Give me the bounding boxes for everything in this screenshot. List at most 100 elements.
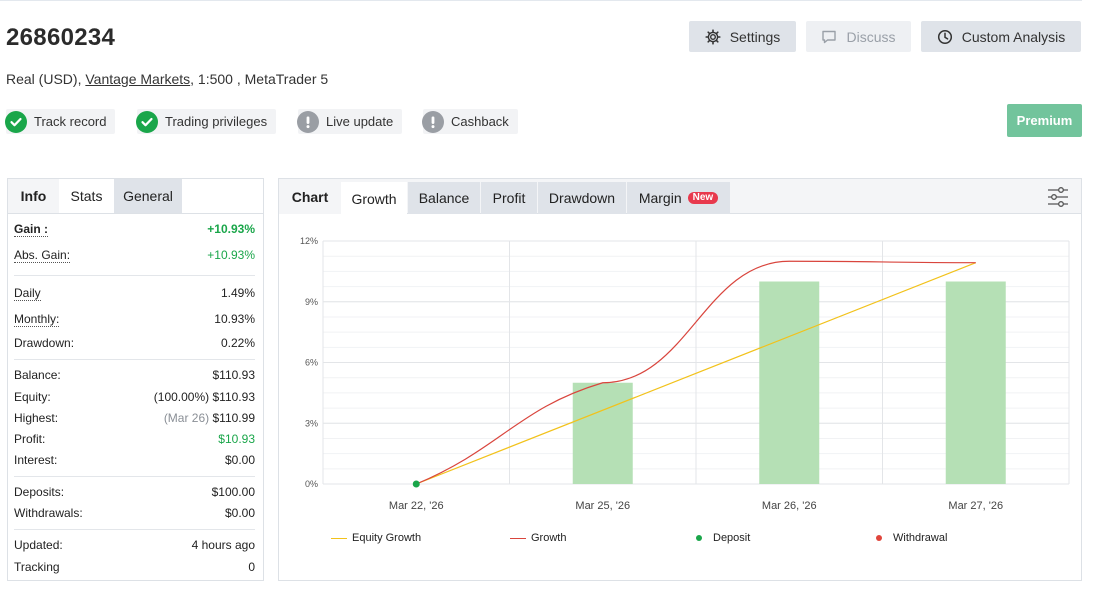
tab-stats[interactable]: Stats [59,179,114,213]
legend-equity-growth[interactable]: Equity Growth [331,532,421,544]
y-tick-label: 0% [305,479,318,489]
tab-growth[interactable]: Growth [341,182,407,215]
badge-label: Cashback [451,114,509,129]
stat-label[interactable]: Daily [14,286,41,301]
growth-bar [572,382,633,484]
settings-button-label: Settings [729,28,781,45]
divider [14,275,255,276]
growth-bar [759,281,820,484]
tab-balance[interactable]: Balance [408,182,480,214]
y-tick-label: 6% [305,358,318,368]
tab-chart[interactable]: Chart [279,179,341,214]
stat-value: (Mar 26) $110.99 [164,411,255,425]
tab-drawdown[interactable]: Drawdown [538,182,626,214]
legend-swatch [696,535,702,541]
x-tick-label: Mar 25, '26 [575,500,630,512]
sliders-filter-icon[interactable] [1046,185,1070,209]
stat-row-profit: Profit: $10.93 [14,432,255,446]
premium-button[interactable]: Premium [1007,104,1082,137]
equity-percent: (100.00%) [153,390,210,404]
stat-row-abs-gain: Abs. Gain: +10.93% [14,248,255,263]
y-tick-label: 9% [305,297,318,307]
stat-row-drawdown: Drawdown: 0.22% [14,336,255,350]
chart-tabs: Chart Growth Balance Profit Drawdown Mar… [279,179,1081,215]
stat-row-highest: Highest: (Mar 26) $110.99 [14,411,255,425]
growth-curve-line [416,260,976,485]
y-tick-label: 3% [305,418,318,428]
stat-value: (100.00%) $110.93 [154,390,255,404]
stat-label: Profit: [14,432,46,446]
legend-label: Growth [531,532,567,544]
stat-row-deposits: Deposits: $100.00 [14,485,255,499]
stat-value: $100.00 [211,485,255,499]
stat-value: 0.22% [220,336,255,350]
badge-cashback[interactable]: Cashback [422,109,518,134]
stat-label[interactable]: Gain : [14,222,49,237]
badge-track-record[interactable]: Track record [5,109,116,134]
settings-button[interactable]: Settings [689,21,796,52]
x-tick-label: Mar 27, '26 [948,500,1003,512]
stat-row-updated: Updated: 4 hours ago [14,538,255,552]
stat-row-balance: Balance: $110.93 [14,368,255,382]
stat-value: $110.93 [212,368,256,382]
check-circle-icon [5,110,27,133]
stat-row-daily: Daily 1.49% [14,286,255,301]
badge-trading-privileges[interactable]: Trading privileges [136,109,277,134]
stats-panel: Info Stats General Gain : +10.93% Abs. G… [7,178,264,581]
tab-general[interactable]: General [114,179,182,213]
account-type-prefix: Real (USD), [6,71,82,87]
y-tick-label: 12% [300,236,318,246]
account-type-suffix: , 1:500 , MetaTrader 5 [190,71,329,87]
legend-withdrawal[interactable]: Withdrawal [874,532,947,544]
new-badge: New [687,192,719,204]
stats-tabs: Info Stats General [8,179,263,214]
highest-amount: $110.99 [212,411,256,425]
tab-profit[interactable]: Profit [481,182,537,214]
growth-bar [945,281,1006,484]
stat-value: +10.93% [207,222,255,236]
tab-info[interactable]: Info [8,179,59,213]
custom-analysis-button[interactable]: Custom Analysis [921,21,1081,52]
stat-row-monthly: Monthly: 10.93% [14,312,255,327]
stat-value: $0.00 [224,453,255,467]
gear-icon [705,28,721,45]
stat-value: +10.93% [207,248,255,262]
badge-live-update[interactable]: Live update [297,109,403,134]
x-tick-label: Mar 26, '26 [762,500,817,512]
legend-deposit[interactable]: Deposit [694,532,750,544]
stat-value: 0 [248,560,255,574]
stat-label[interactable]: Monthly: [14,312,60,327]
legend-label: Deposit [713,532,751,544]
stat-label: Deposits: [14,485,65,499]
legend-label: Withdrawal [893,532,948,544]
x-tick-label: Mar 22, '26 [389,500,444,512]
stat-label: Updated: [14,538,63,552]
divider [14,529,255,530]
tab-margin[interactable]: Margin New [627,182,730,214]
exclamation-circle-icon [422,110,444,133]
stat-label: Equity: [14,390,51,404]
deposit-point [412,480,420,488]
account-number-title: 26860234 [6,24,116,51]
stat-value: $10.93 [218,432,255,446]
stat-value: 4 hours ago [191,538,255,552]
exclamation-circle-icon [297,110,319,133]
divider [14,359,255,360]
discuss-button[interactable]: Discuss [806,21,911,52]
tab-margin-label: Margin [638,190,682,206]
stat-label: Balance: [14,368,61,382]
stat-label: Interest: [14,453,58,467]
stat-label[interactable]: Abs. Gain: [14,248,71,263]
stat-label: Highest: [14,411,59,425]
legend-growth[interactable]: Growth [510,532,566,544]
divider [14,476,255,477]
stat-value: $0.00 [224,506,255,520]
equity-growth-line [416,262,976,485]
legend-swatch [510,537,526,539]
legend-swatch [876,535,882,541]
stat-row-tracking: Tracking 0 [14,560,255,574]
speech-bubble-icon [822,30,837,43]
discuss-button-label: Discuss [846,28,896,45]
legend-swatch [331,537,347,539]
broker-link[interactable]: Vantage Markets [85,71,191,87]
